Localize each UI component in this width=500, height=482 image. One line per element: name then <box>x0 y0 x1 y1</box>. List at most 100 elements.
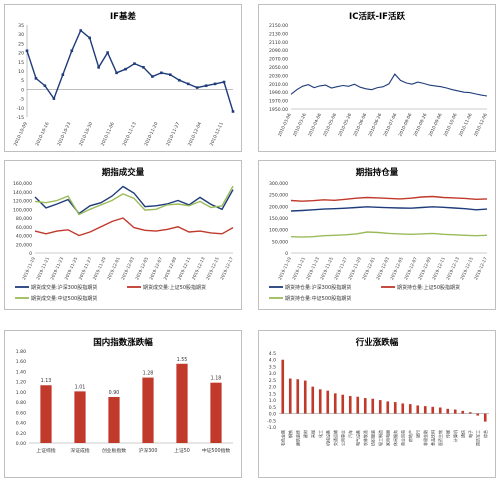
category-label: 公用事业 <box>339 430 345 446</box>
x-tick-label: 2019-12-11 <box>177 256 192 280</box>
x-tick-label: 2019-11-21 <box>35 256 50 280</box>
category-label: 上证综指 <box>36 447 55 454</box>
bar <box>333 393 337 414</box>
panel-if-basis: IF基差 -15 -10 -5 0 5 10 15 20 25 30 35 2010-10-09 2010… <box>4 4 242 152</box>
chart-industry: 行业涨跌幅 -1.0-0.50.00.51.01.52.02.53.03.54.0… <box>267 337 489 446</box>
data-point <box>169 73 172 76</box>
bar-value-label: 1.01 <box>75 384 86 390</box>
x-tick-label: 2010-05-26 <box>337 112 353 137</box>
bar <box>386 401 390 414</box>
y-tick-label: -5 <box>19 97 24 103</box>
y-tick-label: -0.5 <box>267 418 276 424</box>
bar <box>431 406 435 414</box>
x-tick-label: 2019-12-03 <box>120 256 135 280</box>
data-point <box>124 67 127 71</box>
x-tick-label: 2010-08-26 <box>413 112 429 137</box>
y-tick-label: 1.80 <box>16 349 26 355</box>
y-tick-label: 0.20 <box>16 431 26 437</box>
x-tick-label: 2019-11-25 <box>319 256 334 280</box>
data-point <box>52 97 56 100</box>
bar <box>348 396 352 414</box>
series-line <box>290 195 488 202</box>
data-point <box>70 49 74 53</box>
category-label: 房地产 <box>407 430 413 442</box>
bar <box>318 389 322 414</box>
category-label: 钢铁 <box>287 430 293 438</box>
category-label: 食品饮料 <box>429 430 435 446</box>
x-tick-label: 2010-10-30 <box>78 121 94 147</box>
category-label: 交通运输 <box>332 430 338 446</box>
y-tick-label: 1.20 <box>16 380 26 386</box>
x-tick-label: 2019-12-01 <box>361 256 376 280</box>
category-label: 建筑装饰 <box>294 430 300 446</box>
category-label: 中证500指数 <box>202 447 231 454</box>
category-label: 银行 <box>414 430 420 438</box>
chart-if-basis: IF基差 -15 -10 -5 0 5 10 15 20 25 30 35 2010-10-09 2010… <box>13 11 235 147</box>
data-point <box>88 36 91 40</box>
bar <box>311 386 315 414</box>
y-tick-label: 20 <box>18 51 24 57</box>
category-label: 轻工制造 <box>377 430 383 446</box>
bar <box>356 396 360 414</box>
chart-title: IF基差 <box>110 11 136 22</box>
category-label: 建材 <box>302 430 308 438</box>
x-tick-label: 2019-12-07 <box>148 256 163 280</box>
x-tick-label: 2010-10-06 <box>443 112 459 137</box>
category-label: 上证50 <box>174 447 190 454</box>
panel-open-interest: 期指持仓量 0 50,000 100,000 150,000 200,000 250,000… <box>258 160 496 310</box>
category-label: 化工 <box>317 430 323 438</box>
bar <box>296 379 300 414</box>
x-tick-label: 2019-11-29 <box>92 256 107 280</box>
category-label: 非银金融 <box>422 430 428 446</box>
bar <box>326 390 330 414</box>
y-tick-label: 20,000 <box>16 242 32 248</box>
x-tick-label: 2010-11-06 <box>100 121 116 147</box>
bar <box>446 408 450 414</box>
x-tick-label: 2019-11-19 <box>277 256 292 280</box>
x-tick-label: 2019-12-17 <box>473 256 488 280</box>
bar <box>210 382 222 443</box>
bar <box>438 407 442 414</box>
chart-title: 行业涨跌幅 <box>355 337 399 348</box>
data-point <box>43 84 47 88</box>
y-tick-label: 2130.00 <box>269 31 288 37</box>
bar-value-label: 1.18 <box>211 376 222 382</box>
category-label: 沪深300 <box>139 447 158 454</box>
x-tick-label: 2010-12-04 <box>187 121 203 147</box>
y-tick-label: 0.0 <box>269 412 276 418</box>
category-label: 深证成指 <box>70 447 89 454</box>
y-tick-label: 200,000 <box>269 204 288 210</box>
chart-title: 国内指数涨跌幅 <box>93 337 153 348</box>
panel-domestic-index: 国内指数涨跌幅 0.00 0.20 0.40 0.60 0.80 1.00 1.20 1.40 1… <box>4 330 242 478</box>
bar <box>74 391 86 443</box>
data-point <box>222 80 226 84</box>
y-tick-label: 2150.00 <box>269 23 288 29</box>
y-tick-label: 150,000 <box>269 216 288 222</box>
panel-ic-if: IC活跃-IF活跃 1950.00 1970.00 1990.00 2010.00 203… <box>258 4 496 152</box>
x-tick-label: 2010-10-09 <box>13 121 29 147</box>
x-tick-label: 2010-09-06 <box>428 112 444 137</box>
category-label: 纺织服装 <box>369 430 375 446</box>
bar <box>341 394 345 414</box>
x-tick-label: 2019-12-03 <box>375 256 390 280</box>
y-tick-label: 80,000 <box>16 216 32 222</box>
x-tick-label: 2019-12-15 <box>459 256 474 280</box>
y-tick-label: 3.0 <box>269 371 276 377</box>
x-tick-label: 2019-12-09 <box>163 256 178 280</box>
x-tick-label: 2010-10-16 <box>34 121 50 147</box>
y-tick-label: 2110.00 <box>269 40 288 46</box>
y-tick-label: 250,000 <box>269 193 288 199</box>
x-tick-label: 2010-06-26 <box>367 112 383 137</box>
data-point <box>97 66 100 69</box>
x-tick-label: 2019-11-27 <box>78 256 93 280</box>
category-label: 商业贸易 <box>399 430 405 446</box>
y-tick-label: 5 <box>21 78 24 84</box>
bar <box>476 413 480 416</box>
category-label: 电子 <box>467 430 473 438</box>
x-tick-label: 2019-12-13 <box>445 256 460 280</box>
series-line <box>34 217 234 237</box>
category-label: 农林牧渔 <box>362 430 368 446</box>
bar <box>453 409 457 414</box>
data-point <box>213 82 217 86</box>
bar <box>461 410 465 414</box>
